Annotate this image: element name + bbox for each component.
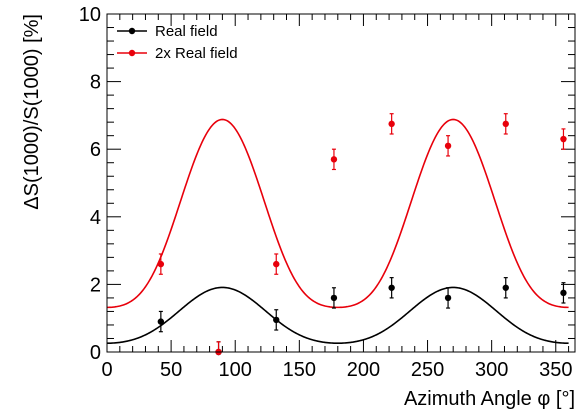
- data-point: [157, 318, 165, 325]
- y-tick-label: 8: [90, 72, 101, 94]
- data-point: [330, 156, 338, 163]
- y-tick-label: 4: [90, 207, 101, 229]
- legend-marker: [128, 49, 136, 57]
- x-tick-label: 0: [101, 359, 112, 381]
- data-point: [388, 120, 395, 128]
- data-point: [330, 294, 338, 302]
- y-tick-label: 0: [90, 342, 101, 364]
- data-point: [444, 294, 452, 302]
- fit-curve: [106, 118, 569, 309]
- data-point: [502, 120, 509, 128]
- data-point: [560, 289, 567, 297]
- plot-frame: [106, 13, 576, 353]
- axis-ticks: [106, 13, 575, 353]
- fit-curves: [106, 118, 569, 345]
- y-tick-label: 10: [79, 4, 101, 26]
- fit-curve: [106, 286, 569, 345]
- y-axis-label: ΔS(1000)/S(1000) [%]: [21, 14, 43, 210]
- data-point: [560, 135, 567, 143]
- x-tick-label: 200: [347, 359, 380, 381]
- data-point: [157, 260, 165, 268]
- data-point: [273, 316, 280, 324]
- x-tick-labels: 0 50 100 150 200 250 300 350: [101, 359, 572, 381]
- legend-label: Real field: [155, 23, 218, 40]
- legend: Real field 2x Real field: [117, 23, 238, 62]
- x-tick-label: 250: [411, 359, 444, 381]
- legend-label: 2x Real field: [155, 45, 238, 62]
- x-tick-label: 50: [160, 359, 182, 381]
- x-tick-label: 150: [283, 359, 316, 381]
- y-tick-label: 6: [90, 139, 101, 161]
- x-tick-label: 100: [219, 359, 252, 381]
- y-tick-labels: 0 2 4 6 8 10: [79, 4, 101, 364]
- legend-marker: [128, 27, 136, 35]
- data-point: [444, 142, 452, 150]
- x-tick-label: 300: [475, 359, 508, 381]
- x-tick-label: 350: [539, 359, 572, 381]
- x-axis-label: Azimuth Angle φ [°]: [404, 388, 575, 410]
- data-point: [388, 284, 395, 291]
- data-point: [273, 260, 280, 268]
- y-tick-label: 2: [90, 274, 101, 296]
- data-point: [502, 284, 509, 291]
